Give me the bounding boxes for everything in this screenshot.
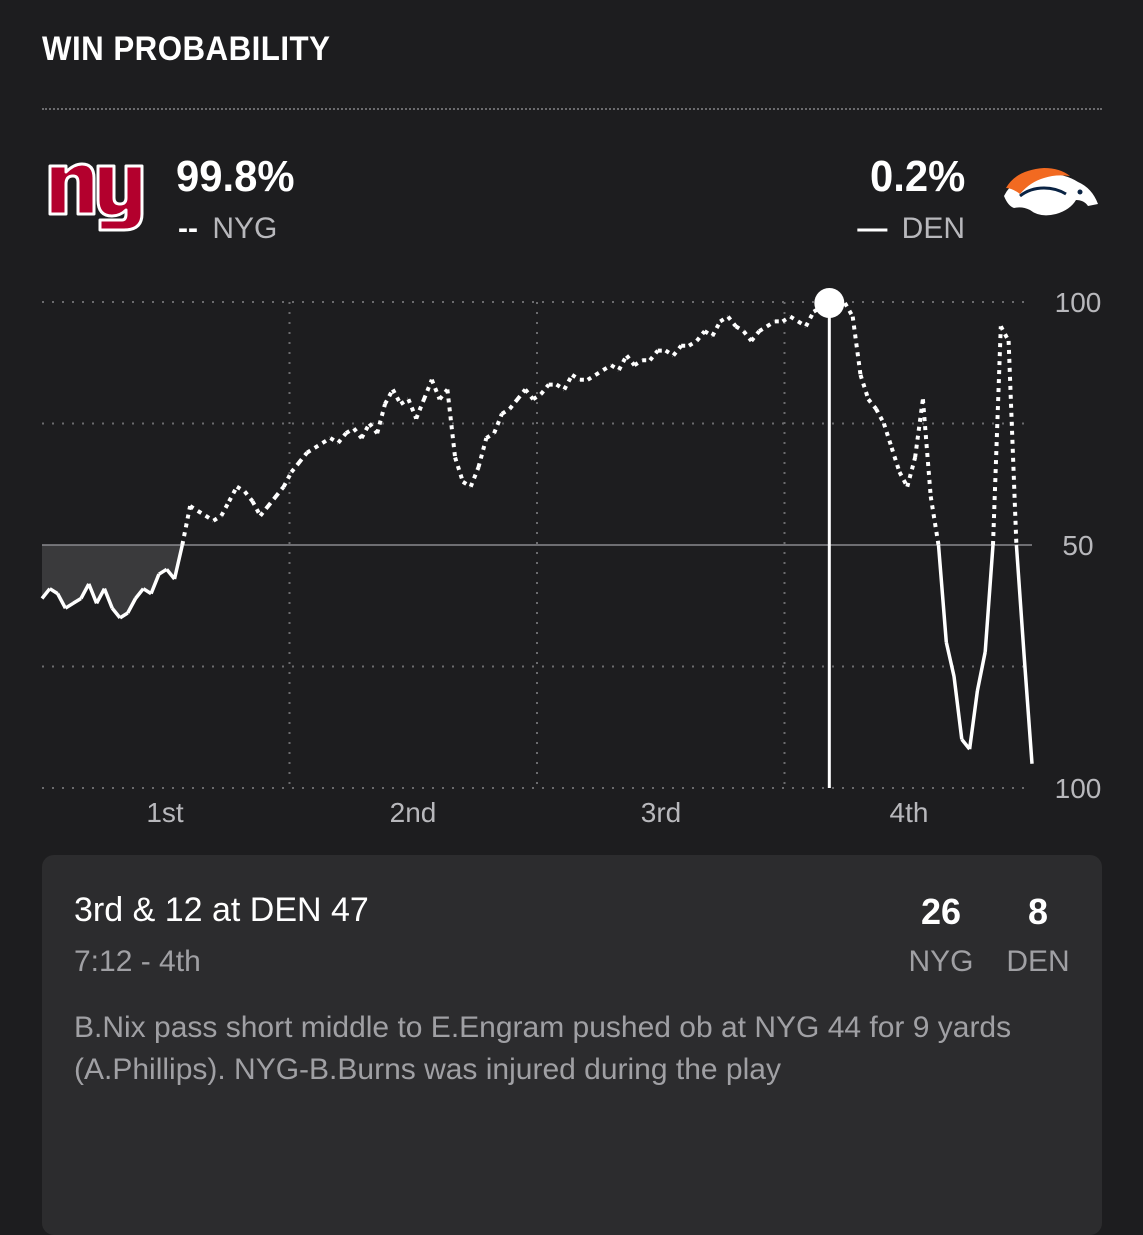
away-win-pct: 0.2% <box>869 152 965 201</box>
y-tick-label: 100 <box>1055 773 1102 804</box>
home-team-abbr: NYG <box>212 212 278 245</box>
away-score-abbr: DEN <box>1006 945 1070 978</box>
x-tick-label: 3rd <box>641 797 681 828</box>
x-tick-label: 2nd <box>390 797 437 828</box>
ny-giants-logo-icon <box>48 162 144 232</box>
header-divider <box>42 108 1102 110</box>
x-axis-ticks: 1st 2nd 3rd 4th <box>146 797 928 828</box>
away-team-legend: — DEN <box>857 212 965 246</box>
y-axis-ticks: 100 50 100 <box>1055 287 1102 804</box>
play-down-distance: 3rd & 12 at DEN 47 <box>74 891 369 929</box>
play-card[interactable]: 3rd & 12 at DEN 47 7:12 - 4th 26 NYG 8 D… <box>42 855 1102 1235</box>
den-probability-line <box>40 544 1034 764</box>
solid-legend-mark: — <box>857 212 888 245</box>
home-team-legend: -- NYG <box>178 212 277 246</box>
play-description: B.Nix pass short middle to E.Engram push… <box>74 1011 1012 1086</box>
home-score-abbr: NYG <box>908 945 974 978</box>
current-play-marker[interactable] <box>814 287 845 318</box>
dashed-legend-mark: -- <box>178 212 198 245</box>
y-tick-label: 50 <box>1062 530 1093 561</box>
x-tick-label: 1st <box>146 797 184 828</box>
x-tick-label: 4th <box>890 797 929 828</box>
away-score: 8 <box>1027 891 1049 932</box>
away-team-abbr: DEN <box>901 212 965 245</box>
broncos-logo-icon <box>1004 168 1098 216</box>
y-tick-label: 100 <box>1055 287 1102 318</box>
chart-grid <box>42 301 1032 789</box>
home-win-pct: 99.8% <box>176 152 295 201</box>
home-score: 26 <box>920 891 962 932</box>
win-probability-chart: 100 50 100 1st 2nd 3rd 4th <box>40 287 1102 828</box>
nyg-probability-line <box>180 301 1019 546</box>
page-title: WIN PROBABILITY <box>42 30 331 68</box>
play-clock: 7:12 - 4th <box>74 945 201 978</box>
